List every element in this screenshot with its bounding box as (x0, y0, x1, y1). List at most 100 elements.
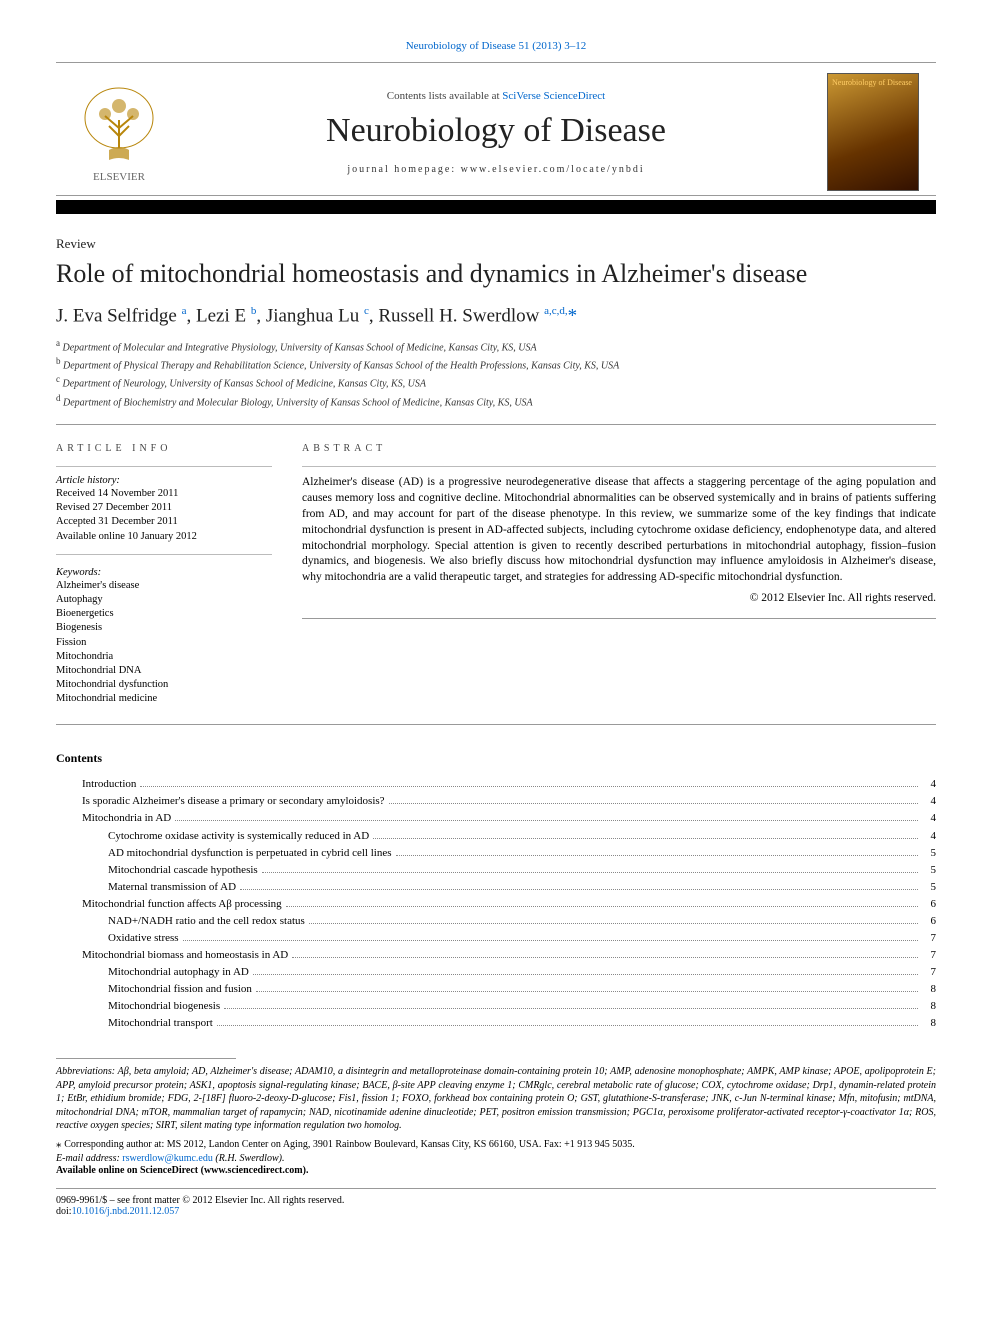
abstract-text: Alzheimer's disease (AD) is a progressiv… (302, 475, 936, 586)
toc-page: 4 (922, 793, 936, 810)
divider (56, 1188, 936, 1189)
toc-dots (253, 966, 918, 975)
toc-dots (140, 778, 918, 787)
toc-label: Maternal transmission of AD (108, 879, 236, 896)
divider (56, 724, 936, 725)
toc-row[interactable]: Maternal transmission of AD 5 (56, 879, 936, 896)
keyword: Mitochondrial medicine (56, 692, 272, 706)
toc-label: Mitochondrial fission and fusion (108, 981, 252, 998)
sciencedirect-link[interactable]: SciVerse ScienceDirect (502, 90, 605, 102)
issn-line: 0969-9961/$ – see front matter © 2012 El… (56, 1195, 936, 1206)
toc-row[interactable]: Mitochondrial autophagy in AD 7 (56, 964, 936, 981)
divider (302, 466, 936, 467)
toc-dots (240, 881, 918, 890)
citation-link[interactable]: Neurobiology of Disease 51 (2013) 3–12 (406, 40, 587, 52)
email-line: E-mail address: rswerdlow@kumc.edu (R.H.… (56, 1153, 936, 1164)
toc-dots (309, 915, 918, 924)
abstract-head: ABSTRACT (302, 443, 936, 454)
toc-page: 8 (922, 998, 936, 1015)
doi-link[interactable]: 10.1016/j.nbd.2011.12.057 (72, 1206, 180, 1217)
contents-available: Contents lists available at SciVerse Sci… (182, 90, 810, 102)
toc-dots (286, 898, 918, 907)
affiliations: a Department of Molecular and Integrativ… (56, 337, 936, 410)
toc-row[interactable]: Mitochondrial fission and fusion 8 (56, 981, 936, 998)
citation-header: Neurobiology of Disease 51 (2013) 3–12 (56, 40, 936, 52)
toc-row[interactable]: Mitochondria in AD 4 (56, 810, 936, 827)
keyword: Alzheimer's disease (56, 579, 272, 593)
toc-label: Mitochondrial biomass and homeostasis in… (82, 947, 288, 964)
history-line: Accepted 31 December 2011 (56, 515, 272, 529)
toc-dots (183, 932, 918, 941)
toc-page: 6 (922, 896, 936, 913)
divider (56, 554, 272, 555)
toc-label: Mitochondrial autophagy in AD (108, 964, 249, 981)
toc-label: Mitochondrial function affects Aβ proces… (82, 896, 282, 913)
toc-label: Cytochrome oxidase activity is systemica… (108, 828, 369, 845)
keyword: Mitochondria (56, 650, 272, 664)
author-list: J. Eva Selfridge a, Lezi E b, Jianghua L… (56, 305, 936, 327)
article-info-column: ARTICLE INFO Article history: Received 1… (56, 443, 272, 706)
toc-page: 5 (922, 862, 936, 879)
toc-dots (256, 983, 918, 992)
journal-homepage: journal homepage: www.elsevier.com/locat… (182, 164, 810, 175)
history-line: Received 14 November 2011 (56, 487, 272, 501)
toc-row[interactable]: Mitochondrial transport 8 (56, 1015, 936, 1032)
keywords-head: Keywords: (56, 567, 272, 578)
affiliation-line: c Department of Neurology, University of… (56, 373, 936, 391)
toc-dots (373, 830, 918, 839)
toc-label: Mitochondrial biogenesis (108, 998, 220, 1015)
toc-dots (224, 1000, 918, 1009)
toc-row[interactable]: Introduction 4 (56, 776, 936, 793)
toc-dots (389, 795, 918, 804)
toc-page: 8 (922, 981, 936, 998)
journal-title: Neurobiology of Disease (182, 112, 810, 150)
toc-page: 7 (922, 964, 936, 981)
elsevier-tree-icon: ELSEVIER (69, 80, 169, 184)
corresponding-author: ⁎ Corresponding author at: MS 2012, Land… (56, 1137, 936, 1152)
svg-text:ELSEVIER: ELSEVIER (93, 171, 146, 183)
toc-dots (262, 864, 918, 873)
keyword: Autophagy (56, 593, 272, 607)
toc-row[interactable]: AD mitochondrial dysfunction is perpetua… (56, 845, 936, 862)
toc-dots (396, 847, 919, 856)
contents-title: Contents (56, 751, 936, 766)
journal-cover-icon (827, 73, 919, 191)
toc-page: 7 (922, 930, 936, 947)
toc-row[interactable]: Mitochondrial biogenesis 8 (56, 998, 936, 1015)
toc-row[interactable]: Mitochondrial biomass and homeostasis in… (56, 947, 936, 964)
keyword: Mitochondrial DNA (56, 664, 272, 678)
email-link[interactable]: rswerdlow@kumc.edu (122, 1153, 213, 1164)
toc-page: 5 (922, 879, 936, 896)
affiliation-line: b Department of Physical Therapy and Reh… (56, 355, 936, 373)
abbreviations: Abbreviations: Aβ, beta amyloid; AD, Alz… (56, 1065, 936, 1133)
toc-row[interactable]: Mitochondrial cascade hypothesis 5 (56, 862, 936, 879)
article-type: Review (56, 236, 936, 252)
keyword: Mitochondrial dysfunction (56, 678, 272, 692)
toc-page: 5 (922, 845, 936, 862)
history-head: Article history: (56, 475, 272, 486)
toc-page: 4 (922, 828, 936, 845)
abstract-column: ABSTRACT Alzheimer's disease (AD) is a p… (302, 443, 936, 706)
toc-label: Is sporadic Alzheimer's disease a primar… (82, 793, 385, 810)
availability: Available online on ScienceDirect (www.s… (56, 1165, 936, 1176)
affiliation-line: d Department of Biochemistry and Molecul… (56, 392, 936, 410)
affiliation-line: a Department of Molecular and Integrativ… (56, 337, 936, 355)
abstract-copyright: © 2012 Elsevier Inc. All rights reserved… (302, 592, 936, 604)
toc-dots (292, 949, 918, 958)
toc-label: Introduction (82, 776, 136, 793)
black-divider (56, 200, 936, 214)
toc-row[interactable]: Is sporadic Alzheimer's disease a primar… (56, 793, 936, 810)
toc-page: 4 (922, 810, 936, 827)
history-line: Revised 27 December 2011 (56, 501, 272, 515)
toc-row[interactable]: Oxidative stress 7 (56, 930, 936, 947)
divider (302, 618, 936, 619)
article-info-head: ARTICLE INFO (56, 443, 272, 454)
history-line: Available online 10 January 2012 (56, 530, 272, 544)
toc-label: Mitochondrial cascade hypothesis (108, 862, 258, 879)
toc-row[interactable]: Cytochrome oxidase activity is systemica… (56, 828, 936, 845)
toc-dots (175, 812, 918, 821)
toc-dots (217, 1017, 918, 1026)
contents-section: Contents Introduction 4Is sporadic Alzhe… (56, 751, 936, 1032)
toc-row[interactable]: NAD+/NADH ratio and the cell redox statu… (56, 913, 936, 930)
toc-row[interactable]: Mitochondrial function affects Aβ proces… (56, 896, 936, 913)
